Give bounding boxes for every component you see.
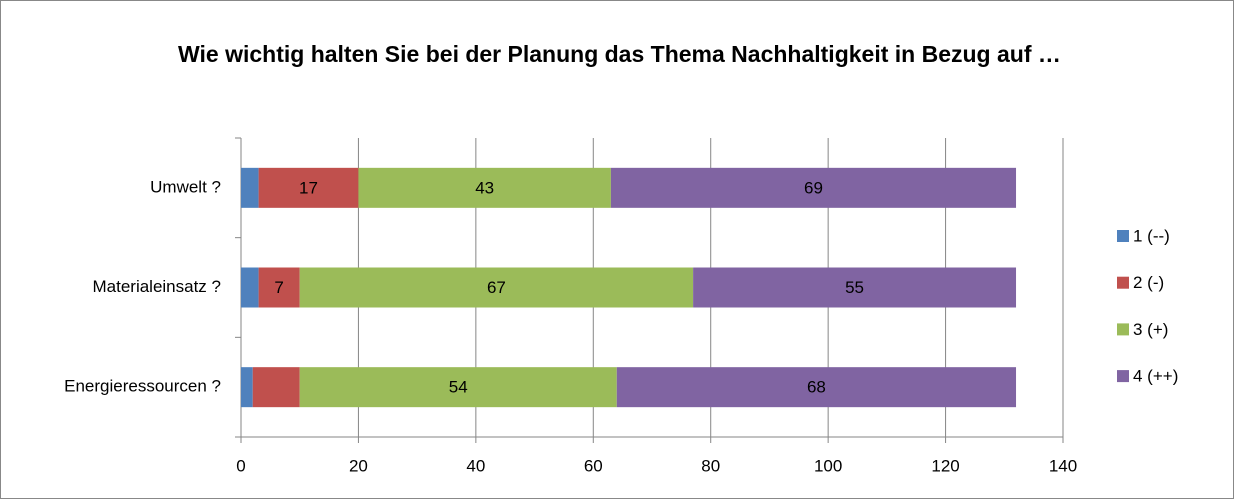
x-tick-label: 120 xyxy=(931,456,959,475)
bar-segment xyxy=(693,267,1017,308)
x-tick-label: 20 xyxy=(349,456,368,475)
data-label: 54 xyxy=(449,378,468,397)
y-tick-label: Umwelt ? xyxy=(150,177,221,196)
legend-swatch xyxy=(1117,370,1129,383)
bar-segment xyxy=(241,167,259,208)
legend-label: 3 (+) xyxy=(1133,320,1168,339)
bar-segment xyxy=(258,167,359,208)
chart-title: Wie wichtig halten Sie bei der Planung d… xyxy=(178,41,1061,67)
legend-swatch xyxy=(1117,230,1129,242)
data-label: 7 xyxy=(274,278,283,297)
bar-segment xyxy=(252,367,300,408)
data-label: 55 xyxy=(845,278,864,297)
y-tick-label: Energieressourcen ? xyxy=(64,377,221,396)
data-label: 68 xyxy=(807,378,826,397)
x-tick-label: 60 xyxy=(584,456,603,475)
x-tick-label: 140 xyxy=(1049,456,1077,475)
legend-label: 4 (++) xyxy=(1133,367,1178,386)
bar-segment xyxy=(299,267,694,308)
bar-segment xyxy=(241,267,259,308)
bar-segment xyxy=(610,167,1017,208)
x-tick-label: 40 xyxy=(466,456,485,475)
legend-swatch xyxy=(1117,323,1129,336)
legend-label: 1 (--) xyxy=(1133,226,1170,245)
x-tick-label: 0 xyxy=(236,456,245,475)
x-tick-label: 100 xyxy=(814,456,842,475)
legend-label: 2 (-) xyxy=(1133,273,1164,292)
bar-segment xyxy=(241,367,253,408)
bar-segment xyxy=(258,267,300,308)
data-label: 69 xyxy=(804,178,823,197)
data-label: 17 xyxy=(299,178,318,197)
bar-segment xyxy=(299,367,617,408)
x-tick-label: 80 xyxy=(701,456,720,475)
bar-segment xyxy=(358,167,611,208)
legend-swatch xyxy=(1117,276,1129,289)
data-label: 67 xyxy=(487,278,506,297)
bar-segment xyxy=(616,367,1017,408)
y-tick-label: Materialeinsatz ? xyxy=(92,277,221,296)
data-label: 43 xyxy=(475,178,494,197)
